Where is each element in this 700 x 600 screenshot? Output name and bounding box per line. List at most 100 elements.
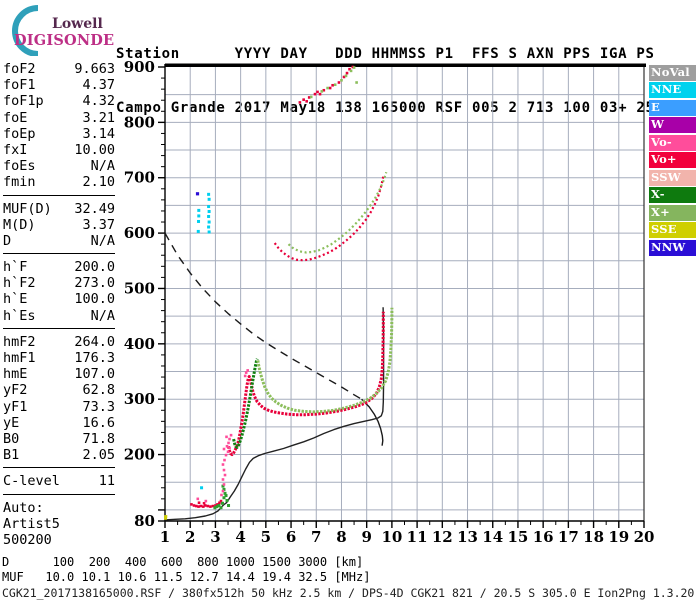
legend-item-nne: NNE [649,82,696,99]
third-hop-ordinary-point [328,86,332,90]
spread-echoes-nne-point [197,208,201,212]
oblique-echoes-vominus-point [204,499,208,503]
x-tick-label: 7 [311,528,321,546]
x-tick-label: 14 [482,528,503,546]
param-value: 273.0 [74,275,115,292]
x-tick-label: 12 [432,528,453,546]
param-label: hmE [3,366,28,383]
param-row-mufd: MUF(D) 32.49 [3,201,115,217]
param-value: 107.0 [74,366,115,383]
e-trace-ordinary-point [206,504,210,508]
x-tick-label: 17 [558,528,579,546]
x-tick-label: 9 [361,528,371,546]
third-hop-ordinary-point [348,67,351,71]
param-value: 3.14 [82,125,115,142]
oblique-echoes-vominus-point [243,374,247,378]
oblique-echoes-vominus-point [223,473,227,477]
param-value: N/A [90,158,115,175]
spread-echoes-nne-point [197,219,201,223]
param-row-yf1: yF1 73.3 [3,399,115,415]
x-tick-label: 15 [508,528,529,546]
param-value: 73.3 [82,398,115,415]
spread-echo-nnw-point [195,192,200,196]
param-row-fof1: foF1 4.37 [3,77,115,93]
third-hop-xmode-point [344,74,348,78]
e-trace-ordinary-point [219,499,223,503]
separator-line [3,253,115,255]
param-value: 200.0 [74,259,115,276]
third-hop-xmode-point [349,69,353,73]
e-trace-xmode-point [222,487,226,491]
param-value: N/A [90,232,115,249]
param-label: B1 [3,447,20,464]
e-trace-xmode-point [225,499,229,503]
param-label: foF1p [3,93,44,110]
param-label: MUF(D) [3,200,52,217]
oblique-echoes-vominus-point [225,444,229,448]
x-tick-label: 19 [608,528,629,546]
separator-line [3,327,115,329]
third-hop-ordinary-point [307,96,311,99]
legend-item-nnw: NNW [649,239,696,256]
x-tick-label: 1 [160,528,170,546]
param-label: foE [3,109,28,126]
legend-item-e: E [649,99,696,116]
param-label: hmF1 [3,350,36,366]
plot-top-border [165,63,646,67]
oblique-echoes-vominus-point [196,497,200,501]
e-trace-xmode-point [217,503,221,507]
y-tick-label: 200 [124,446,155,464]
oblique-echoes-vominus-point [224,453,228,457]
param-label: foEp [3,125,36,142]
param-value: 3.37 [82,216,115,233]
third-hop-xmode-point [326,86,329,90]
param-row-d: D N/A [3,233,115,249]
oblique-echoes-vominus-point [244,371,248,374]
third-hop-xmode-point [333,83,337,87]
param-row-fof1p: foF1p 4.32 [3,93,115,109]
e-trace-xmode-point [215,505,219,509]
param-value: 100.0 [74,291,115,308]
legend-item-w: W [649,117,696,134]
oblique-echoes-vominus-point [222,483,226,486]
e-trace-ordinary-point [197,505,200,508]
param-row-he: h`E 100.0 [3,291,115,307]
param-label: B0 [3,430,20,447]
oblique-echoes-vominus-point [228,437,231,441]
oblique-echoes-vominus-point [228,446,231,450]
third-hop-ordinary-point [318,92,322,96]
edge-mark-sse-point [164,516,168,520]
oblique-echoes-vominus-point [222,468,226,472]
edge-mark-sse-point [164,515,168,519]
oblique-echoes-vominus-point [225,435,228,439]
legend-item-x: X+ [649,204,696,221]
param-label: h`E [3,291,28,308]
e-trace-xmode-point [227,503,231,507]
y-tick-label: 500 [124,279,155,297]
third-hop-ordinary-point [305,100,308,103]
param-label: D [3,232,12,249]
oblique-echoes-vominus-point [246,369,249,372]
spread-echoes-nne-point [207,220,211,224]
x-tick-label: 20 [634,528,655,546]
logo-crescent [12,5,39,56]
param-row-hes: h`Es N/A [3,308,115,324]
param-label: Artist5 [3,515,60,532]
third-hop-ordinary-point [322,88,326,92]
e-trace-xmode-point [213,506,217,510]
param-row-foe: foE 3.21 [3,110,115,126]
param-row-auto: Auto: [3,500,115,516]
oblique-echoes-vominus-point [229,433,233,437]
e-trace-ordinary-point [204,504,207,507]
e-trace-ordinary-point [197,501,201,505]
oblique-echoes-vominus-point [220,493,223,497]
param-label: yF2 [3,382,28,399]
param-row-b1: B1 2.05 [3,447,115,463]
param-label: hmF2 [3,333,36,350]
muf-transmission-curve-trace [164,232,362,400]
e-trace-xmode-point [221,484,225,488]
param-row-clevel: C-level 11 [3,473,115,489]
param-label: h`F2 [3,275,36,292]
lowell-digisonde-logo: Lowell DIGISONDE [2,4,114,56]
